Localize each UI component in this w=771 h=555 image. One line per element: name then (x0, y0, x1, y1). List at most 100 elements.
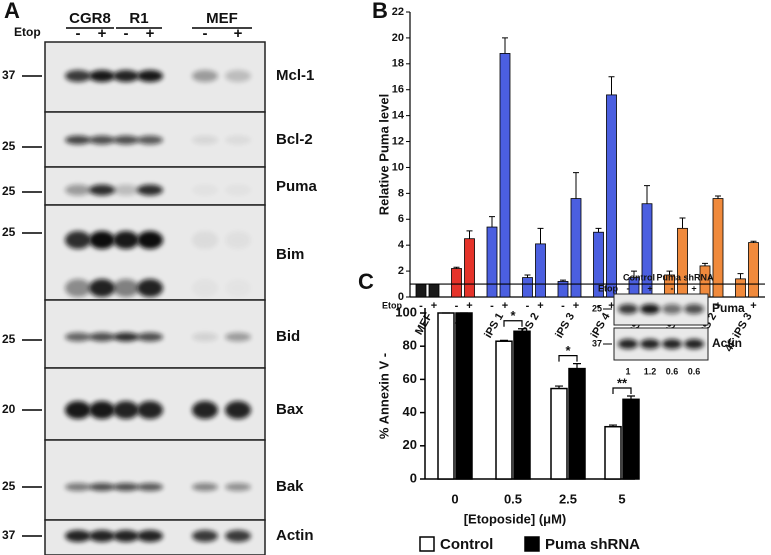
band (113, 332, 139, 342)
protein-label: Bax (276, 401, 304, 418)
error-bar (737, 273, 744, 279)
y-tick-label: 0 (410, 470, 417, 485)
band (662, 339, 682, 349)
band (137, 279, 163, 297)
bar (677, 227, 688, 298)
bar (604, 425, 622, 480)
series-label: + (750, 300, 756, 312)
lane-label: - (671, 283, 674, 293)
blot-strip (44, 439, 266, 521)
error-bar (555, 385, 563, 389)
band (137, 401, 163, 419)
x-tick-label: iPS 4 (589, 310, 613, 340)
band (113, 279, 139, 297)
panel-label: C (358, 269, 374, 294)
band (192, 135, 218, 145)
lane-label: + (234, 25, 243, 42)
band (192, 279, 218, 297)
series-label: + (502, 300, 508, 312)
band (684, 339, 704, 349)
y-tick-label: 16 (392, 84, 404, 96)
bar (464, 238, 475, 298)
bar (622, 398, 640, 480)
y-tick-label: 80 (403, 338, 417, 353)
band (225, 332, 251, 342)
treatment-label: Etop (598, 283, 618, 293)
lane-label: - (124, 25, 129, 42)
series-label: - (739, 300, 743, 312)
y-axis-label: Relative Puma level (376, 94, 391, 215)
marker-label: 25 (2, 139, 16, 153)
quantification: 0.6 (666, 366, 679, 376)
protein-label: Bak (276, 478, 304, 495)
band (225, 530, 251, 542)
band (113, 70, 139, 82)
protein-label: Bim (276, 246, 304, 263)
y-tick-label: 0 (398, 291, 404, 303)
bar (437, 312, 455, 480)
bar (513, 330, 531, 480)
x-tick-label: iPS 3 (553, 311, 577, 340)
y-tick-label: 2 (398, 265, 404, 277)
band (192, 70, 218, 82)
y-tick-label: 6 (398, 213, 404, 225)
band (192, 332, 218, 342)
marker-label: 20 (2, 402, 16, 416)
band (192, 185, 218, 196)
band (137, 483, 163, 491)
quantification: 0.6 (688, 366, 701, 376)
band (89, 279, 115, 297)
band (225, 185, 251, 196)
band (89, 70, 115, 82)
y-tick-label: 60 (403, 371, 417, 386)
band (137, 135, 163, 145)
error-bar (702, 262, 708, 266)
bar (415, 283, 427, 298)
error-bar (466, 230, 473, 239)
group-label: CGR8 (69, 10, 111, 27)
lane-label: + (146, 25, 155, 42)
band (65, 279, 91, 297)
y-tick-label: 8 (398, 187, 404, 199)
legend-label: Puma shRNA (545, 536, 640, 553)
significance-bracket (612, 387, 632, 394)
group-label: Control (623, 272, 655, 282)
error-bar (537, 227, 544, 244)
series-label: - (419, 300, 423, 312)
band (192, 231, 218, 249)
x-tick-label: 0.5 (504, 491, 522, 506)
protein-label: Bcl-2 (276, 131, 313, 148)
series-label: + (537, 300, 543, 312)
error-bar (502, 37, 508, 54)
significance-label: * (565, 343, 571, 358)
lane-label: - (203, 25, 208, 42)
band (225, 483, 251, 491)
band (662, 304, 682, 314)
band (65, 401, 91, 419)
band (113, 401, 139, 419)
y-tick-label: 20 (403, 437, 417, 452)
quantification: 1.2 (644, 366, 657, 376)
band (89, 530, 115, 542)
lane-label: + (691, 283, 696, 293)
series-label: + (715, 300, 721, 312)
band (113, 135, 139, 145)
series-label: + (466, 300, 472, 312)
x-axis-label: [Etoposide] (μM) (464, 511, 567, 526)
error-bar (573, 172, 579, 199)
band (640, 304, 660, 314)
y-tick-label: 4 (398, 239, 405, 251)
bar (522, 277, 533, 298)
x-tick-label: 0 (451, 491, 458, 506)
error-bar (679, 217, 686, 229)
bar (550, 387, 568, 480)
error-bar (524, 274, 531, 278)
error-bar (453, 266, 460, 269)
band (65, 70, 91, 82)
legend-label: Control (440, 536, 493, 553)
bar (748, 242, 759, 298)
bar (568, 367, 586, 480)
significance-label: ** (617, 375, 628, 390)
series-label: - (526, 300, 530, 312)
